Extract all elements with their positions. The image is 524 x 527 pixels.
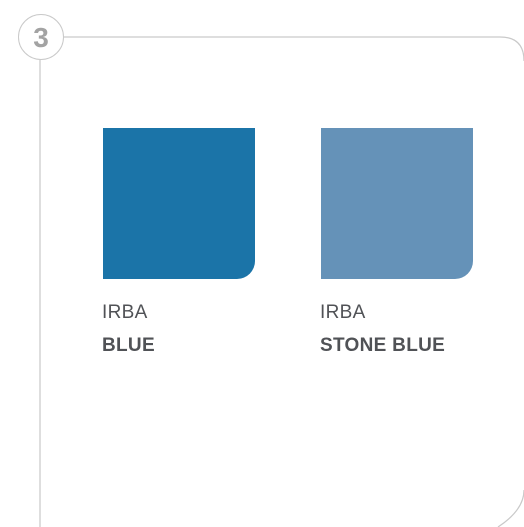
swatch-label-prefix: IRBA [102, 302, 148, 323]
swatch-label-prefix: IRBA [320, 302, 366, 323]
swatch-label-name: BLUE [102, 335, 155, 356]
color-swatch-irba-blue [103, 128, 255, 279]
swatch-label-name: STONE BLUE [320, 335, 446, 356]
step-number: 3 [33, 21, 49, 53]
step-number-badge: 3 [18, 14, 64, 60]
color-swatch-irba-stone-blue [321, 128, 473, 279]
